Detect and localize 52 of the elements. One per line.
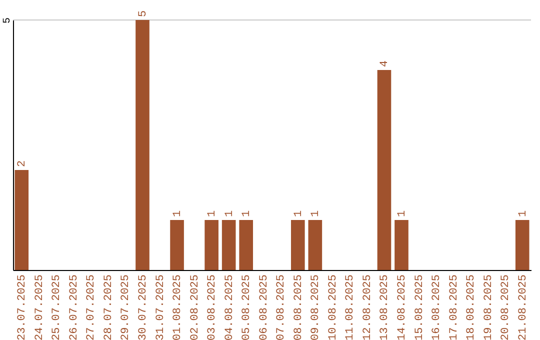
x-tick-label: 17.08.2025 <box>448 274 460 340</box>
x-tick-label: 11.08.2025 <box>344 274 357 340</box>
bar <box>308 220 322 270</box>
x-tick-label: 26.07.2025 <box>68 274 80 340</box>
data-label: 1 <box>517 210 530 217</box>
x-tick-label: 23.07.2025 <box>16 274 29 340</box>
x-tick-label: 07.08.2025 <box>276 274 288 340</box>
x-tick-label: 27.07.2025 <box>86 274 98 340</box>
data-label: 1 <box>224 210 236 217</box>
bar <box>14 170 29 270</box>
x-tick-label: 21.08.2025 <box>517 274 530 340</box>
x-tick-label: 18.08.2025 <box>466 274 478 340</box>
x-tick-label: 31.07.2025 <box>154 274 167 340</box>
data-label: 4 <box>379 60 392 67</box>
x-tick-label: 20.08.2025 <box>500 274 512 340</box>
data-label: 1 <box>206 210 219 217</box>
bar <box>222 220 236 270</box>
bar <box>204 220 218 270</box>
x-tick-label: 06.08.2025 <box>258 274 270 340</box>
data-label: 1 <box>241 210 254 217</box>
x-tick-label: 01.08.2025 <box>172 274 184 340</box>
bar <box>515 220 530 270</box>
data-label: 1 <box>310 210 322 217</box>
data-label: 1 <box>172 210 184 217</box>
x-tick-label: 13.08.2025 <box>379 274 392 340</box>
x-tick-label: 08.08.2025 <box>292 274 305 340</box>
bar <box>170 220 184 270</box>
x-tick-label: 12.08.2025 <box>362 274 374 340</box>
bar <box>394 220 408 270</box>
x-tick-label: 03.08.2025 <box>206 274 219 340</box>
data-label: 1 <box>292 210 305 217</box>
bar <box>290 220 305 270</box>
x-tick-label: 30.07.2025 <box>138 274 150 340</box>
x-tick-label: 29.07.2025 <box>120 274 132 340</box>
data-label: 2 <box>16 160 29 167</box>
x-tick-label: 19.08.2025 <box>482 274 495 340</box>
x-tick-label: 15.08.2025 <box>414 274 426 340</box>
x-tick-label: 09.08.2025 <box>310 274 322 340</box>
data-label: 1 <box>396 210 408 217</box>
x-tick-label: 04.08.2025 <box>224 274 236 340</box>
bar <box>239 220 254 270</box>
x-tick-label: 05.08.2025 <box>241 274 254 340</box>
bar <box>377 70 392 270</box>
x-tick-label: 10.08.2025 <box>327 274 340 340</box>
x-tick-label: 24.07.2025 <box>34 274 46 340</box>
bar <box>136 20 150 270</box>
x-tick-label: 25.07.2025 <box>51 274 64 340</box>
data-label: 5 <box>138 10 150 17</box>
x-tick-label: 16.08.2025 <box>431 274 444 340</box>
x-tick-label: 14.08.2025 <box>396 274 408 340</box>
x-tick-label: 02.08.2025 <box>189 274 202 340</box>
x-tick-label: 28.07.2025 <box>102 274 115 340</box>
